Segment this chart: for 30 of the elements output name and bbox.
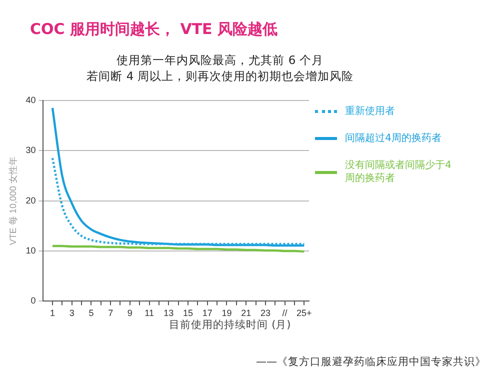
y-tick-label: 0: [30, 296, 36, 306]
line-series: [51, 157, 306, 246]
x-axis-title: 目前使用的持续时间 (月): [168, 318, 292, 332]
x-tick-label: //: [282, 308, 288, 318]
chart-title: COC 服用时间越长， VTE 风险越低: [30, 20, 278, 39]
x-tick-label: 7: [108, 308, 114, 318]
x-tick-label: 11: [144, 308, 154, 318]
y-tick-label: 30: [26, 145, 36, 156]
legend-label: 重新使用者: [345, 105, 396, 118]
text: 若间断 4 周以上，则再次使用的初期也会增加风险: [86, 68, 354, 84]
y-axis-title: VTE 每 10,000 女性年: [8, 156, 18, 246]
x-tick-label: 9: [127, 308, 132, 318]
legend-label: 间隔超过4周的换药者: [345, 132, 442, 145]
text: ——《复方口服避孕药临床应用中国专家共识》: [256, 355, 486, 369]
x-tick-label: 1: [50, 308, 55, 318]
x-tick-label: 17: [202, 308, 212, 318]
chart-subtitle: 使用第一年内风险最高，尤其前 6 个月: [116, 52, 324, 68]
y-tick-label: 20: [26, 195, 36, 206]
y-tick-label: 10: [26, 245, 36, 256]
x-tick-label: 19: [222, 308, 232, 318]
line-series: [51, 106, 306, 247]
x-tick-label: 15: [182, 308, 194, 318]
x-tick-label: 13: [164, 308, 174, 318]
x-tick-label: 21: [241, 308, 252, 318]
legend-label: 没有间隔或者间隔少于4周的换药者: [345, 159, 452, 185]
x-tick-label: 3: [69, 308, 74, 318]
x-tick-label: 23: [260, 308, 270, 318]
x-tick-label: 25+: [296, 308, 312, 318]
x-tick-label: 5: [88, 308, 94, 318]
y-tick-label: 40: [26, 94, 36, 105]
